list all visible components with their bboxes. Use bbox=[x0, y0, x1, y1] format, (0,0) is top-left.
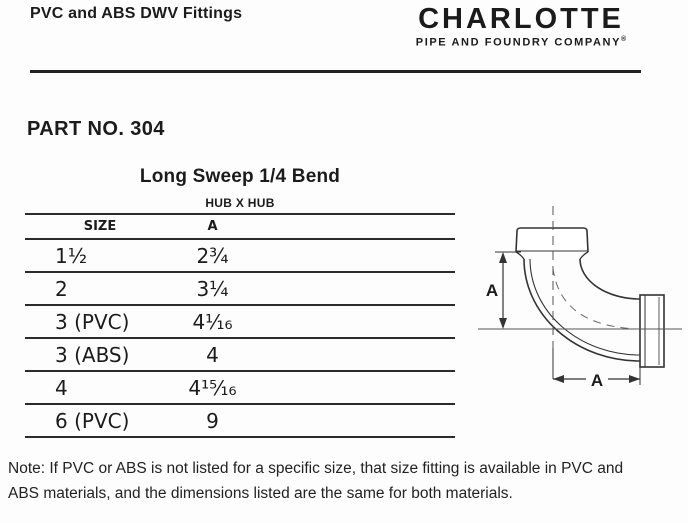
note-text: Note: If PVC or ABS is not listed for a … bbox=[8, 456, 668, 506]
top-hub bbox=[515, 227, 589, 253]
logo-tagline: PIPE AND FOUNDRY COMPANY® bbox=[403, 33, 639, 50]
table-row: 3 (ABS) 4 bbox=[25, 339, 455, 372]
connection-type: HUB X HUB bbox=[205, 196, 275, 210]
table-row: 3 (PVC) 4¹⁄₁₆ bbox=[25, 306, 455, 339]
logo-tagline-text: PIPE AND FOUNDRY COMPANY bbox=[415, 36, 622, 49]
company-logo: CHARLOTTE PIPE AND FOUNDRY COMPANY® bbox=[403, 3, 639, 50]
dim-label-vertical: A bbox=[486, 281, 498, 300]
dim-label-horizontal: A bbox=[591, 371, 603, 390]
table-header-size: SIZE bbox=[83, 219, 117, 234]
a-cell: 2¾ bbox=[196, 243, 229, 268]
size-cell: 4 bbox=[55, 375, 68, 400]
header-divider bbox=[30, 70, 641, 73]
note-line-1: Note: If PVC or ABS is not listed for a … bbox=[8, 460, 624, 477]
registered-trademark-symbol: ® bbox=[621, 36, 627, 43]
size-cell: 1½ bbox=[55, 243, 88, 268]
table-header-row: SIZE A bbox=[25, 215, 455, 240]
sweep-centerline bbox=[552, 267, 639, 330]
product-title: Long Sweep 1/4 Bend bbox=[139, 166, 341, 187]
a-cell: 9 bbox=[206, 408, 219, 433]
table-row: 2 3¼ bbox=[25, 273, 455, 306]
table-row: 6 (PVC) 9 bbox=[25, 405, 455, 438]
a-cell: 4¹⁄₁₆ bbox=[192, 309, 233, 334]
size-cell: 3 (ABS) bbox=[55, 342, 130, 367]
part-number: PART NO. 304 bbox=[27, 118, 165, 140]
size-cell: 2 bbox=[55, 276, 68, 301]
a-cell: 4¹⁵⁄₁₆ bbox=[188, 375, 237, 400]
size-cell: 6 (PVC) bbox=[55, 408, 130, 433]
right-hub bbox=[639, 294, 665, 368]
a-cell: 4 bbox=[206, 342, 219, 367]
elbow-inner-wall bbox=[579, 258, 641, 300]
table-row: 1½ 2¾ bbox=[25, 240, 455, 273]
fitting-diagram: A A bbox=[478, 206, 682, 390]
table-row: 4 4¹⁵⁄₁₆ bbox=[25, 372, 455, 405]
dimensions-table: SIZE A 1½ 2¾ 2 3¼ 3 (PVC) 4¹⁄₁₆ 3 (ABS) … bbox=[25, 213, 455, 438]
elbow-outer-wall bbox=[523, 258, 641, 362]
note-line-2: ABS materials, and the dimensions listed… bbox=[8, 485, 513, 502]
logo-wordmark: CHARLOTTE bbox=[418, 3, 624, 35]
doc-title: PVC and ABS DWV Fittings bbox=[30, 5, 243, 22]
product-block: Long Sweep 1/4 Bend HUB X HUB bbox=[25, 166, 455, 210]
size-cell: 3 (PVC) bbox=[55, 309, 130, 334]
a-cell: 3¼ bbox=[196, 276, 229, 301]
table-header-a: A bbox=[207, 219, 218, 234]
